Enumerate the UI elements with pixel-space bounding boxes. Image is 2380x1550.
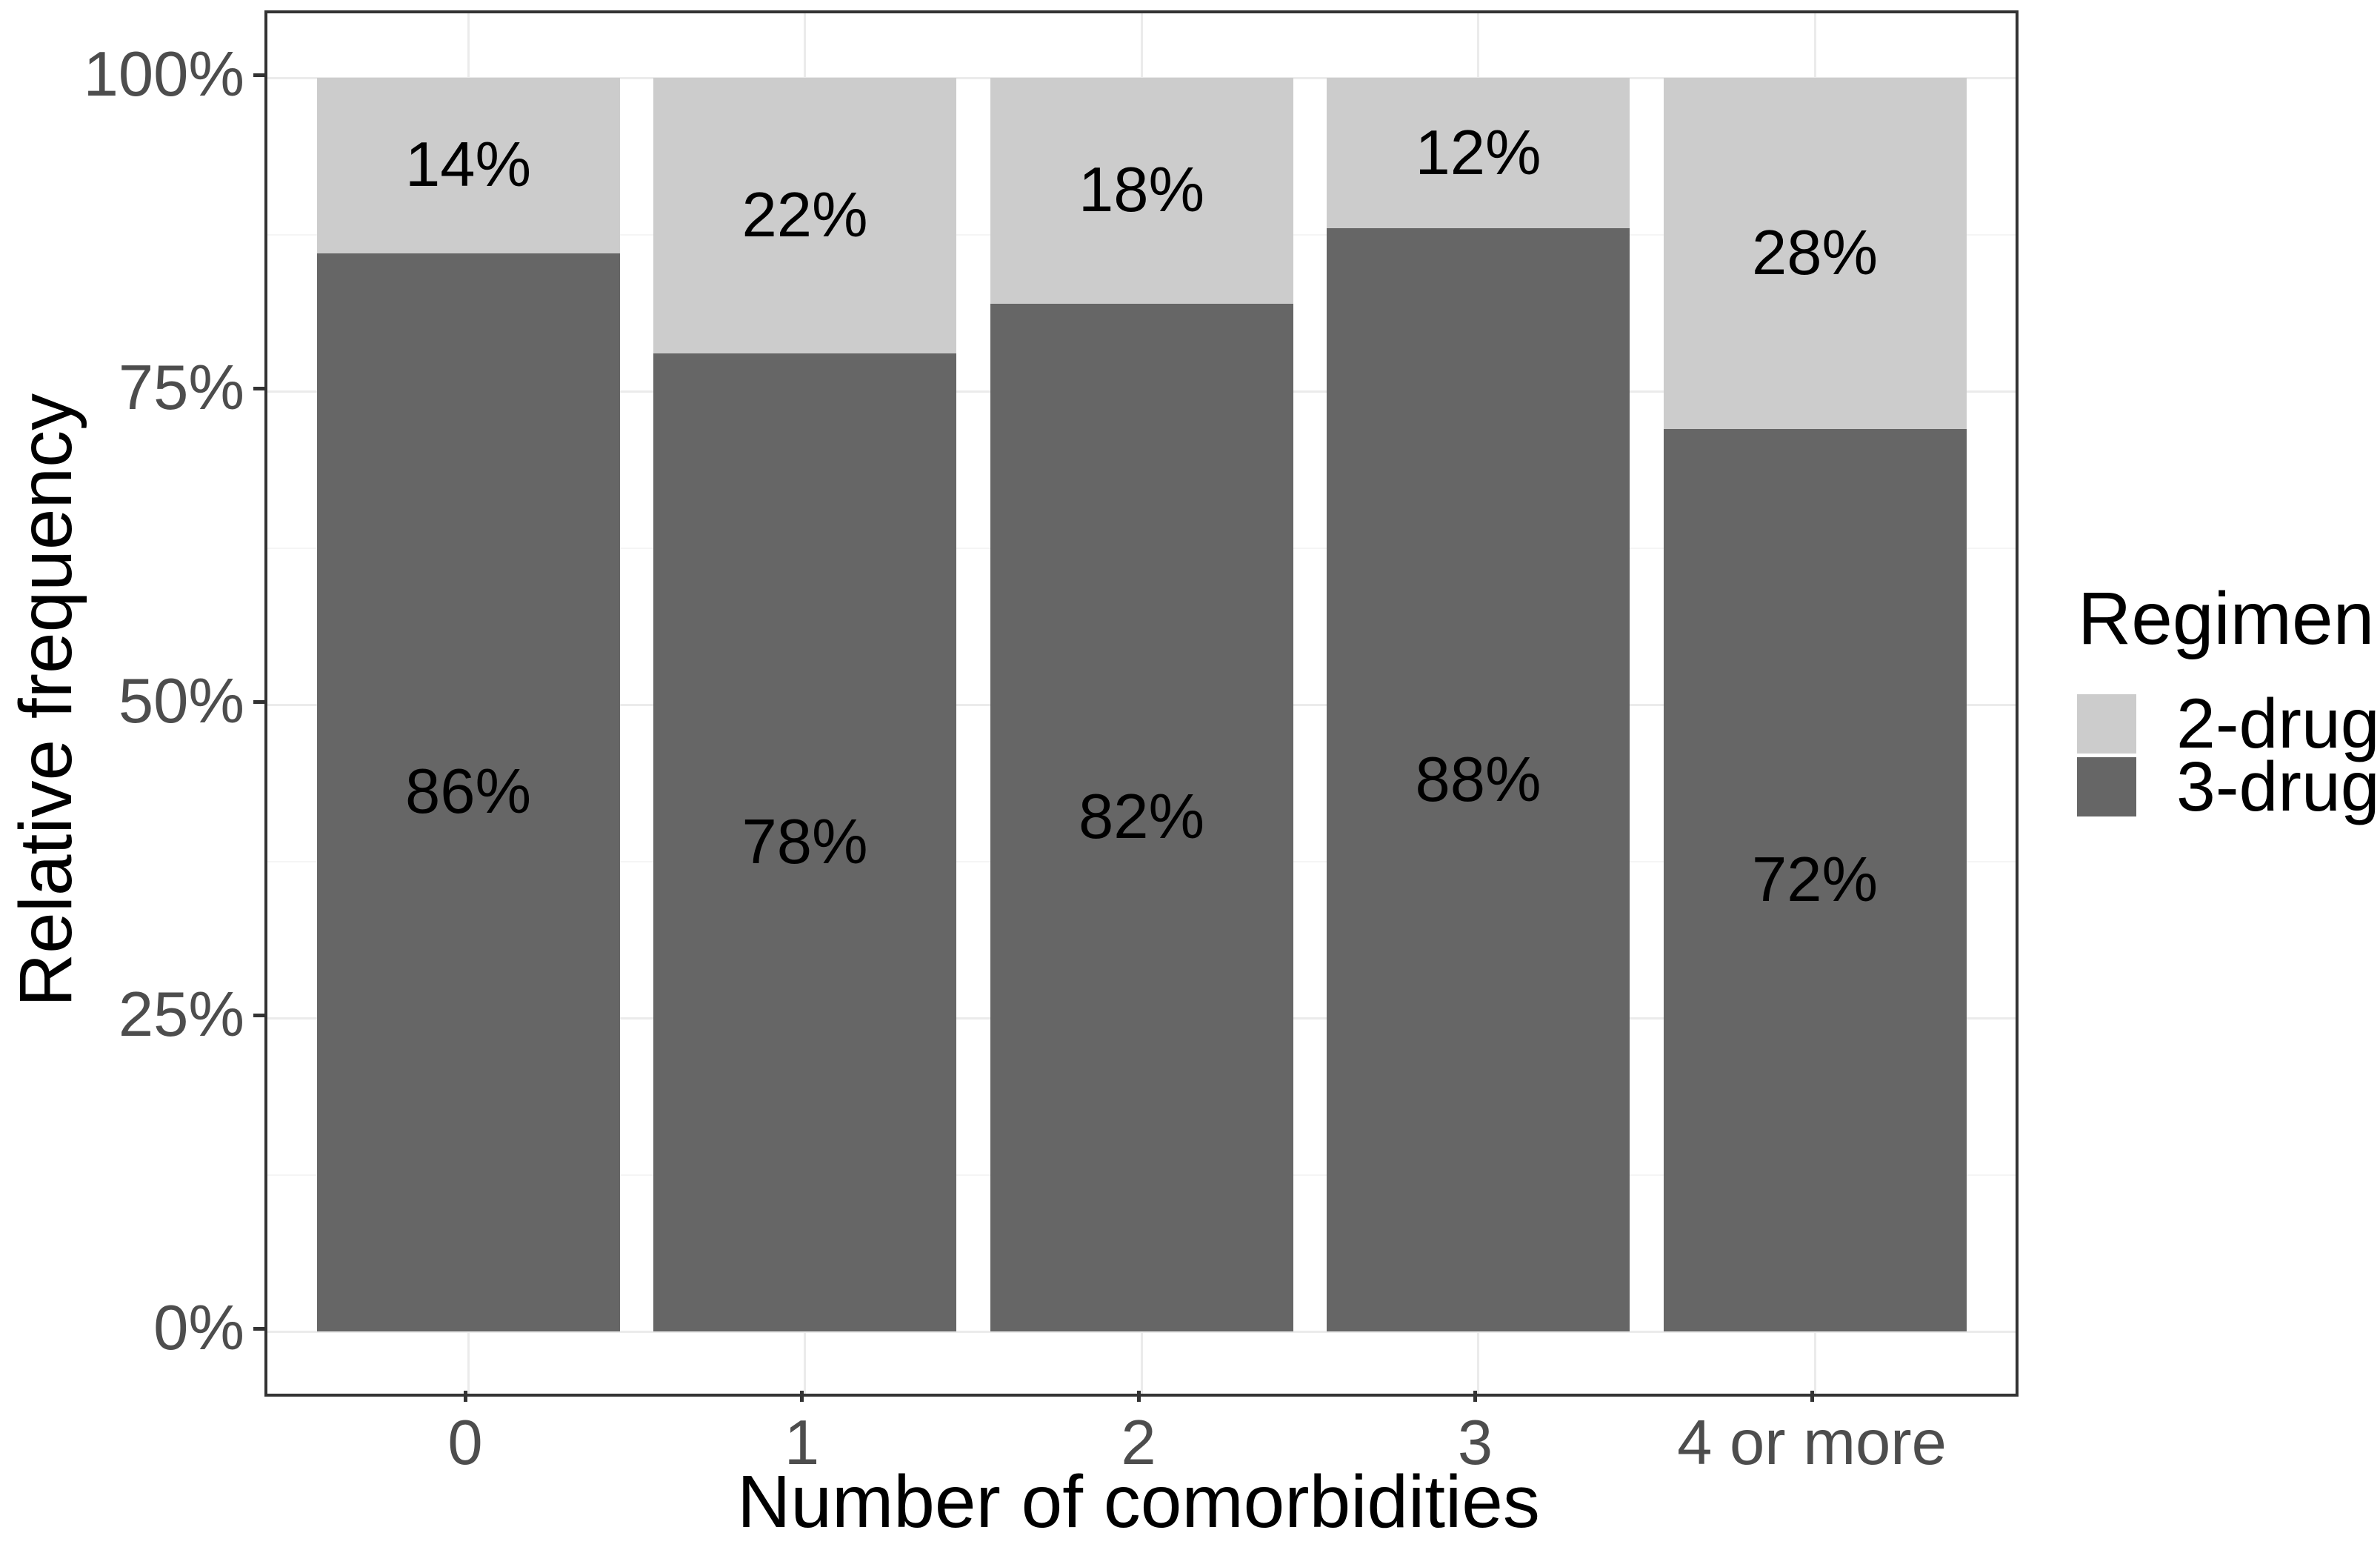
- y-tick-mark: [253, 73, 264, 77]
- legend-title: Regimen: [2078, 577, 2375, 660]
- bar-column-0: 14% 86%: [316, 78, 620, 1331]
- y-tick-label: 100%: [83, 39, 244, 110]
- x-axis-title: Number of comorbidities: [737, 1460, 1540, 1543]
- x-tick-mark: [1810, 1391, 1814, 1402]
- y-tick-label: 25%: [118, 979, 244, 1050]
- bar-segment-3-drug: 88%: [1327, 228, 1630, 1331]
- x-tick-label: 2: [1121, 1408, 1156, 1478]
- x-tick-label: 4 or more: [1677, 1408, 1947, 1478]
- bar-segment-2-drug: 22%: [653, 78, 956, 354]
- bar-segment-3-drug: 82%: [990, 303, 1293, 1331]
- bar-segment-3-drug: 72%: [1663, 428, 1967, 1331]
- legend-entry-2-drug: 2-drug: [2077, 685, 2380, 763]
- legend-swatch-2-drug: [2077, 694, 2136, 754]
- y-tick-label: 75%: [118, 353, 244, 423]
- bar-segment-3-drug: 86%: [316, 253, 620, 1331]
- bar-segment-2-drug: 28%: [1663, 78, 1967, 429]
- bar-column-2: 18% 82%: [990, 78, 1293, 1331]
- legend-label: 3-drug: [2176, 748, 2380, 826]
- y-tick-label: 50%: [118, 666, 244, 736]
- bar-value-label: 28%: [1751, 217, 1879, 288]
- legend-entry-3-drug: 3-drug: [2077, 748, 2380, 826]
- x-tick-mark: [800, 1391, 804, 1402]
- x-tick-label: 1: [784, 1408, 820, 1478]
- bar-segment-3-drug: 78%: [653, 353, 956, 1331]
- x-tick-mark: [1473, 1391, 1477, 1402]
- bar-column-1: 22% 78%: [653, 78, 956, 1331]
- bars: 14% 86% 22% 78% 18% 82% 12% 88% 28% 72%: [267, 13, 2016, 1394]
- bar-value-label: 88%: [1415, 744, 1541, 815]
- bar-value-label: 12%: [1415, 117, 1541, 188]
- bar-value-label: 78%: [741, 807, 868, 878]
- y-tick-label: 0%: [153, 1293, 244, 1363]
- plot-panel: 14% 86% 22% 78% 18% 82% 12% 88% 28% 72%: [264, 10, 2019, 1397]
- bar-value-label: 82%: [1078, 782, 1205, 853]
- bar-column-4-or-more: 28% 72%: [1663, 78, 1967, 1331]
- y-tick-mark: [253, 386, 264, 390]
- bar-value-label: 22%: [741, 180, 868, 251]
- bar-segment-2-drug: 18%: [990, 78, 1293, 304]
- x-tick-label: 0: [447, 1408, 483, 1478]
- bar-value-label: 14%: [404, 130, 532, 201]
- bar-segment-2-drug: 14%: [316, 78, 620, 253]
- x-tick-label: 3: [1457, 1408, 1493, 1478]
- bar-segment-2-drug: 12%: [1327, 78, 1630, 229]
- bar-column-3: 12% 88%: [1327, 78, 1630, 1331]
- y-tick-mark: [253, 1326, 264, 1331]
- bar-value-label: 18%: [1078, 155, 1205, 226]
- legend-swatch-3-drug: [2077, 757, 2136, 816]
- legend-label: 2-drug: [2176, 685, 2380, 763]
- x-tick-mark: [1136, 1391, 1141, 1402]
- y-axis-title: Relative frequency: [4, 393, 87, 1008]
- y-tick-mark: [253, 699, 264, 704]
- bar-value-label: 72%: [1751, 844, 1879, 915]
- x-tick-mark: [463, 1391, 467, 1402]
- y-tick-mark: [253, 1013, 264, 1017]
- bar-value-label: 86%: [404, 756, 532, 828]
